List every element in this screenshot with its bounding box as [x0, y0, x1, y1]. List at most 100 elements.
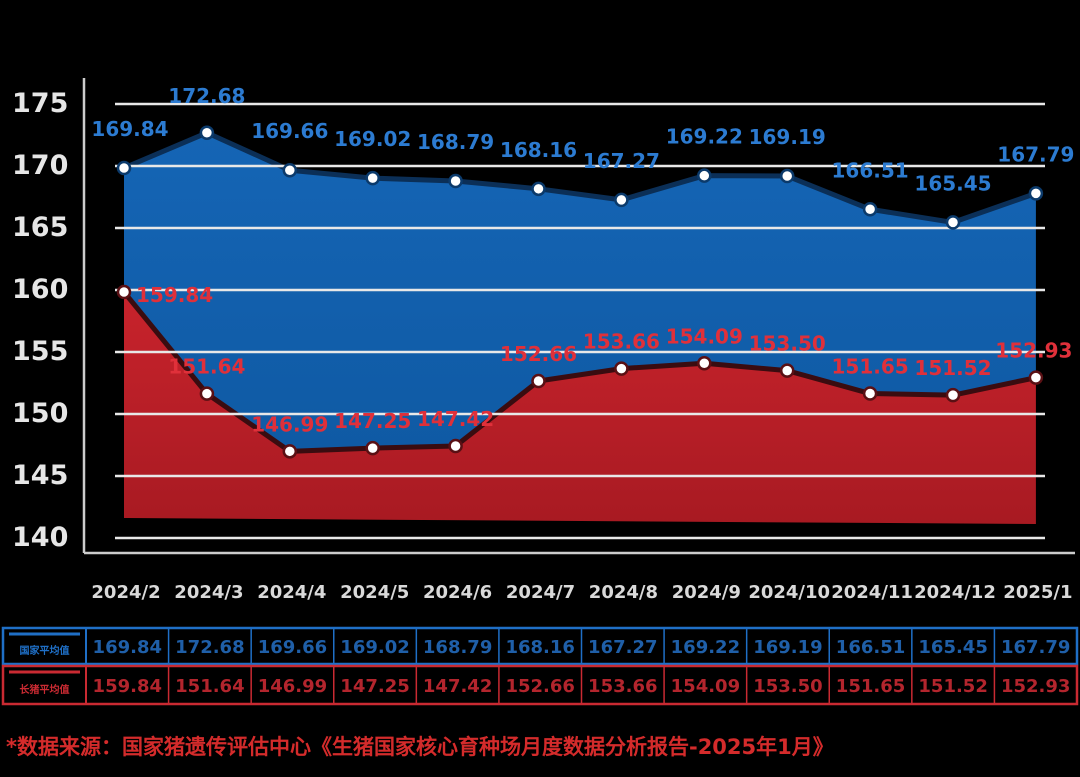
- table-cell: 169.66: [258, 637, 327, 658]
- data-label-long-pig: 159.84: [136, 283, 213, 307]
- data-label-national: 167.79: [997, 142, 1074, 166]
- x-tick-label: 2024/7: [506, 582, 575, 603]
- table-cell: 151.65: [836, 676, 905, 697]
- data-label-national: 169.66: [251, 119, 328, 143]
- y-tick-label: 165: [12, 212, 68, 243]
- series-line-long-pig: [122, 290, 1037, 454]
- x-tick-label: 2024/9: [672, 582, 741, 603]
- table-cell: 154.09: [671, 676, 740, 697]
- x-tick-label: 2024/8: [589, 582, 658, 603]
- data-label-national: 169.02: [334, 127, 411, 151]
- data-point-long-pig: [697, 356, 712, 371]
- data-point-national: [614, 192, 629, 208]
- data-label-national: 169.19: [749, 125, 826, 149]
- data-label-national: 168.79: [417, 130, 494, 154]
- x-tick-label: 2024/6: [423, 582, 492, 603]
- y-tick-label: 155: [12, 336, 68, 367]
- data-point-national: [116, 160, 132, 176]
- x-tick-label: 2025/1: [1003, 582, 1072, 603]
- x-tick-label: 2024/10: [748, 582, 830, 603]
- data-label-national: 169.84: [91, 117, 168, 141]
- data-point-long-pig: [365, 440, 380, 456]
- data-point-national: [697, 168, 712, 183]
- table-cell: 172.68: [175, 637, 244, 658]
- table-cell: 153.50: [753, 676, 822, 697]
- source-note: *数据来源：国家猪遗传评估中心《生猪国家核心育种场月度数据分析报告-2025年1…: [6, 735, 834, 759]
- data-point-national: [531, 181, 546, 197]
- data-label-long-pig: 151.64: [168, 355, 245, 379]
- y-tick-label: 175: [12, 88, 68, 119]
- data-point-long-pig: [199, 386, 215, 401]
- y-tick-label: 160: [12, 274, 68, 305]
- x-tick-label: 2024/3: [174, 582, 243, 603]
- data-label-national: 165.45: [914, 171, 991, 195]
- x-tick-label: 2024/4: [257, 582, 326, 603]
- data-point-national: [365, 170, 380, 186]
- data-label-national: 172.68: [168, 84, 245, 108]
- data-label-long-pig: 153.50: [749, 332, 826, 356]
- data-label-long-pig: 147.42: [417, 407, 494, 431]
- table-cell: 169.22: [671, 637, 740, 658]
- data-label-long-pig: 146.99: [251, 412, 328, 436]
- data-label-long-pig: 152.66: [500, 342, 577, 366]
- data-point-long-pig: [531, 373, 546, 389]
- table-cell: 147.25: [340, 676, 409, 697]
- x-tick-label: 2024/5: [340, 582, 409, 603]
- data-point-national: [862, 202, 878, 217]
- data-point-long-pig: [116, 284, 132, 300]
- data-point-national: [945, 215, 961, 230]
- data-point-long-pig: [779, 363, 795, 378]
- series-area-long-pig: [124, 291, 1036, 524]
- table-row-label: 长猪平均值: [20, 683, 70, 696]
- table-cell: 169.02: [340, 637, 409, 658]
- table-cell: 151.64: [175, 676, 244, 697]
- table-row-label: 国家平均值: [20, 644, 70, 657]
- table-cell: 168.16: [505, 637, 574, 658]
- data-point-long-pig: [282, 444, 298, 459]
- table-cell: 167.79: [1001, 637, 1070, 658]
- table-cell: 153.66: [588, 676, 657, 697]
- data-label-long-pig: 151.65: [832, 355, 909, 379]
- data-point-long-pig: [945, 387, 961, 403]
- data-point-long-pig: [1028, 370, 1044, 385]
- table-cell: 167.27: [588, 637, 657, 658]
- data-point-national: [779, 168, 795, 184]
- data-label-long-pig: 153.66: [583, 330, 660, 354]
- table-cell: 168.79: [423, 637, 492, 658]
- table-cell: 166.51: [836, 637, 905, 658]
- y-tick-label: 145: [12, 460, 68, 491]
- data-label-long-pig: 154.09: [666, 324, 743, 348]
- y-tick-label: 140: [12, 522, 68, 553]
- data-label-long-pig: 151.52: [914, 356, 991, 380]
- data-label-national: 166.51: [832, 158, 909, 182]
- x-tick-label: 2024/11: [831, 582, 913, 603]
- table-cell: 147.42: [423, 676, 492, 697]
- data-point-national: [1028, 186, 1044, 201]
- data-label-national: 167.27: [583, 149, 660, 173]
- table-row: [1, 664, 1079, 706]
- data-label-long-pig: 147.25: [334, 409, 411, 433]
- x-tick-label: 2024/2: [91, 582, 160, 603]
- table-row: [1, 626, 1079, 666]
- data-point-national: [282, 162, 298, 178]
- table-cell: 146.99: [258, 676, 327, 697]
- data-point-long-pig: [862, 386, 878, 401]
- data-label-long-pig: 152.93: [995, 339, 1072, 363]
- table-cell: 169.84: [93, 637, 162, 658]
- data-label-national: 169.22: [666, 125, 743, 149]
- data-point-long-pig: [614, 361, 629, 376]
- table-cell: 152.93: [1001, 676, 1070, 697]
- series-line-national: [123, 130, 1037, 225]
- y-tick-label: 170: [12, 150, 68, 181]
- y-tick-label: 150: [12, 398, 68, 429]
- data-point-long-pig: [448, 438, 463, 454]
- table-cell: 151.52: [918, 676, 987, 697]
- table-cell: 159.84: [93, 676, 162, 697]
- data-label-national: 168.16: [500, 138, 577, 162]
- x-tick-label: 2024/12: [914, 582, 996, 603]
- data-point-national: [199, 125, 215, 141]
- table-cell: 169.19: [753, 637, 822, 658]
- table-cell: 152.66: [505, 676, 574, 697]
